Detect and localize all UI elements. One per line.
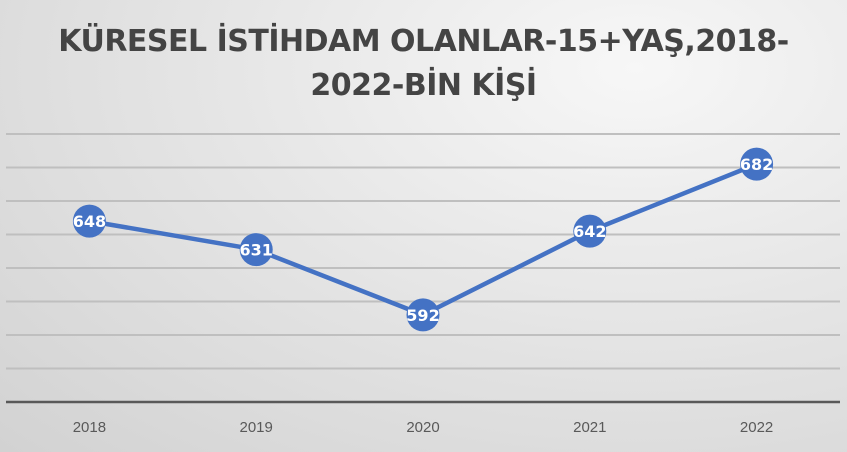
- series-line: [89, 162, 758, 318]
- data-point-marker: [406, 298, 440, 332]
- chart-title-line-1: KÜRESEL İSTİHDAM OLANLAR-15+YAŞ,2018-: [58, 24, 789, 59]
- data-label: 682: [740, 155, 773, 174]
- x-tick-label: 2022: [740, 419, 773, 436]
- x-tick-label: 2019: [240, 419, 273, 436]
- data-label: 592: [406, 306, 439, 325]
- chart-title-line-2: 2022-BİN KİŞİ: [310, 68, 537, 103]
- chart-title: KÜRESEL İSTİHDAM OLANLAR-15+YAŞ,2018- 20…: [0, 20, 847, 108]
- data-point-marker: [573, 214, 607, 248]
- data-label: 642: [573, 222, 606, 241]
- data-label: 631: [239, 241, 272, 260]
- x-tick-label: 2021: [573, 419, 606, 436]
- x-tick-label: 2020: [406, 419, 439, 436]
- data-point-marker: [239, 233, 273, 267]
- x-tick-label: 2018: [73, 419, 106, 436]
- data-label: 648: [73, 212, 106, 231]
- data-point-marker: [740, 147, 774, 181]
- data-point-marker: [72, 204, 106, 238]
